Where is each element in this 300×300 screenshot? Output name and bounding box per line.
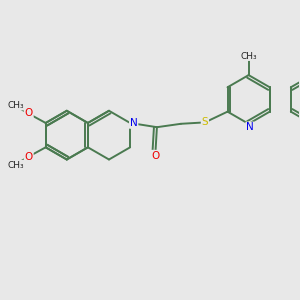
Text: CH₃: CH₃ bbox=[240, 52, 257, 61]
Text: O: O bbox=[25, 152, 33, 162]
Text: O: O bbox=[152, 151, 160, 160]
Text: S: S bbox=[202, 117, 208, 128]
Text: N: N bbox=[130, 118, 137, 128]
Text: CH₃: CH₃ bbox=[7, 161, 24, 170]
Text: O: O bbox=[25, 108, 33, 118]
Text: CH₃: CH₃ bbox=[7, 100, 24, 109]
Text: N: N bbox=[246, 122, 254, 132]
